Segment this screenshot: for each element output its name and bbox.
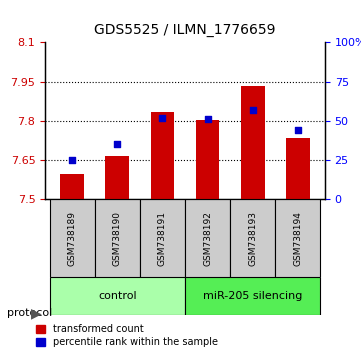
Legend: transformed count, percentile rank within the sample: transformed count, percentile rank withi…: [34, 322, 220, 349]
Point: [205, 116, 210, 122]
Text: ▶: ▶: [31, 306, 41, 320]
Point: [160, 115, 165, 120]
Point: [69, 157, 75, 163]
Bar: [105, 156, 129, 199]
FancyBboxPatch shape: [95, 199, 140, 278]
FancyBboxPatch shape: [49, 278, 185, 315]
Text: GSM738191: GSM738191: [158, 211, 167, 266]
FancyBboxPatch shape: [49, 199, 95, 278]
Text: GSM738194: GSM738194: [293, 211, 302, 266]
Text: protocol: protocol: [7, 308, 52, 318]
Bar: [196, 120, 219, 199]
Bar: [151, 112, 174, 199]
Text: miR-205 silencing: miR-205 silencing: [203, 291, 303, 301]
Point: [295, 127, 301, 133]
FancyBboxPatch shape: [140, 199, 185, 278]
FancyBboxPatch shape: [185, 199, 230, 278]
FancyBboxPatch shape: [275, 199, 321, 278]
Bar: [286, 138, 310, 199]
Text: GSM738189: GSM738189: [68, 211, 77, 266]
Title: GDS5525 / ILMN_1776659: GDS5525 / ILMN_1776659: [94, 23, 276, 37]
Text: GSM738190: GSM738190: [113, 211, 122, 266]
FancyBboxPatch shape: [230, 199, 275, 278]
Point: [250, 107, 256, 113]
Bar: [241, 86, 265, 199]
Text: GSM738193: GSM738193: [248, 211, 257, 266]
Text: control: control: [98, 291, 136, 301]
Text: GSM738192: GSM738192: [203, 211, 212, 266]
FancyBboxPatch shape: [185, 278, 321, 315]
Point: [114, 142, 120, 147]
Bar: [60, 174, 84, 199]
